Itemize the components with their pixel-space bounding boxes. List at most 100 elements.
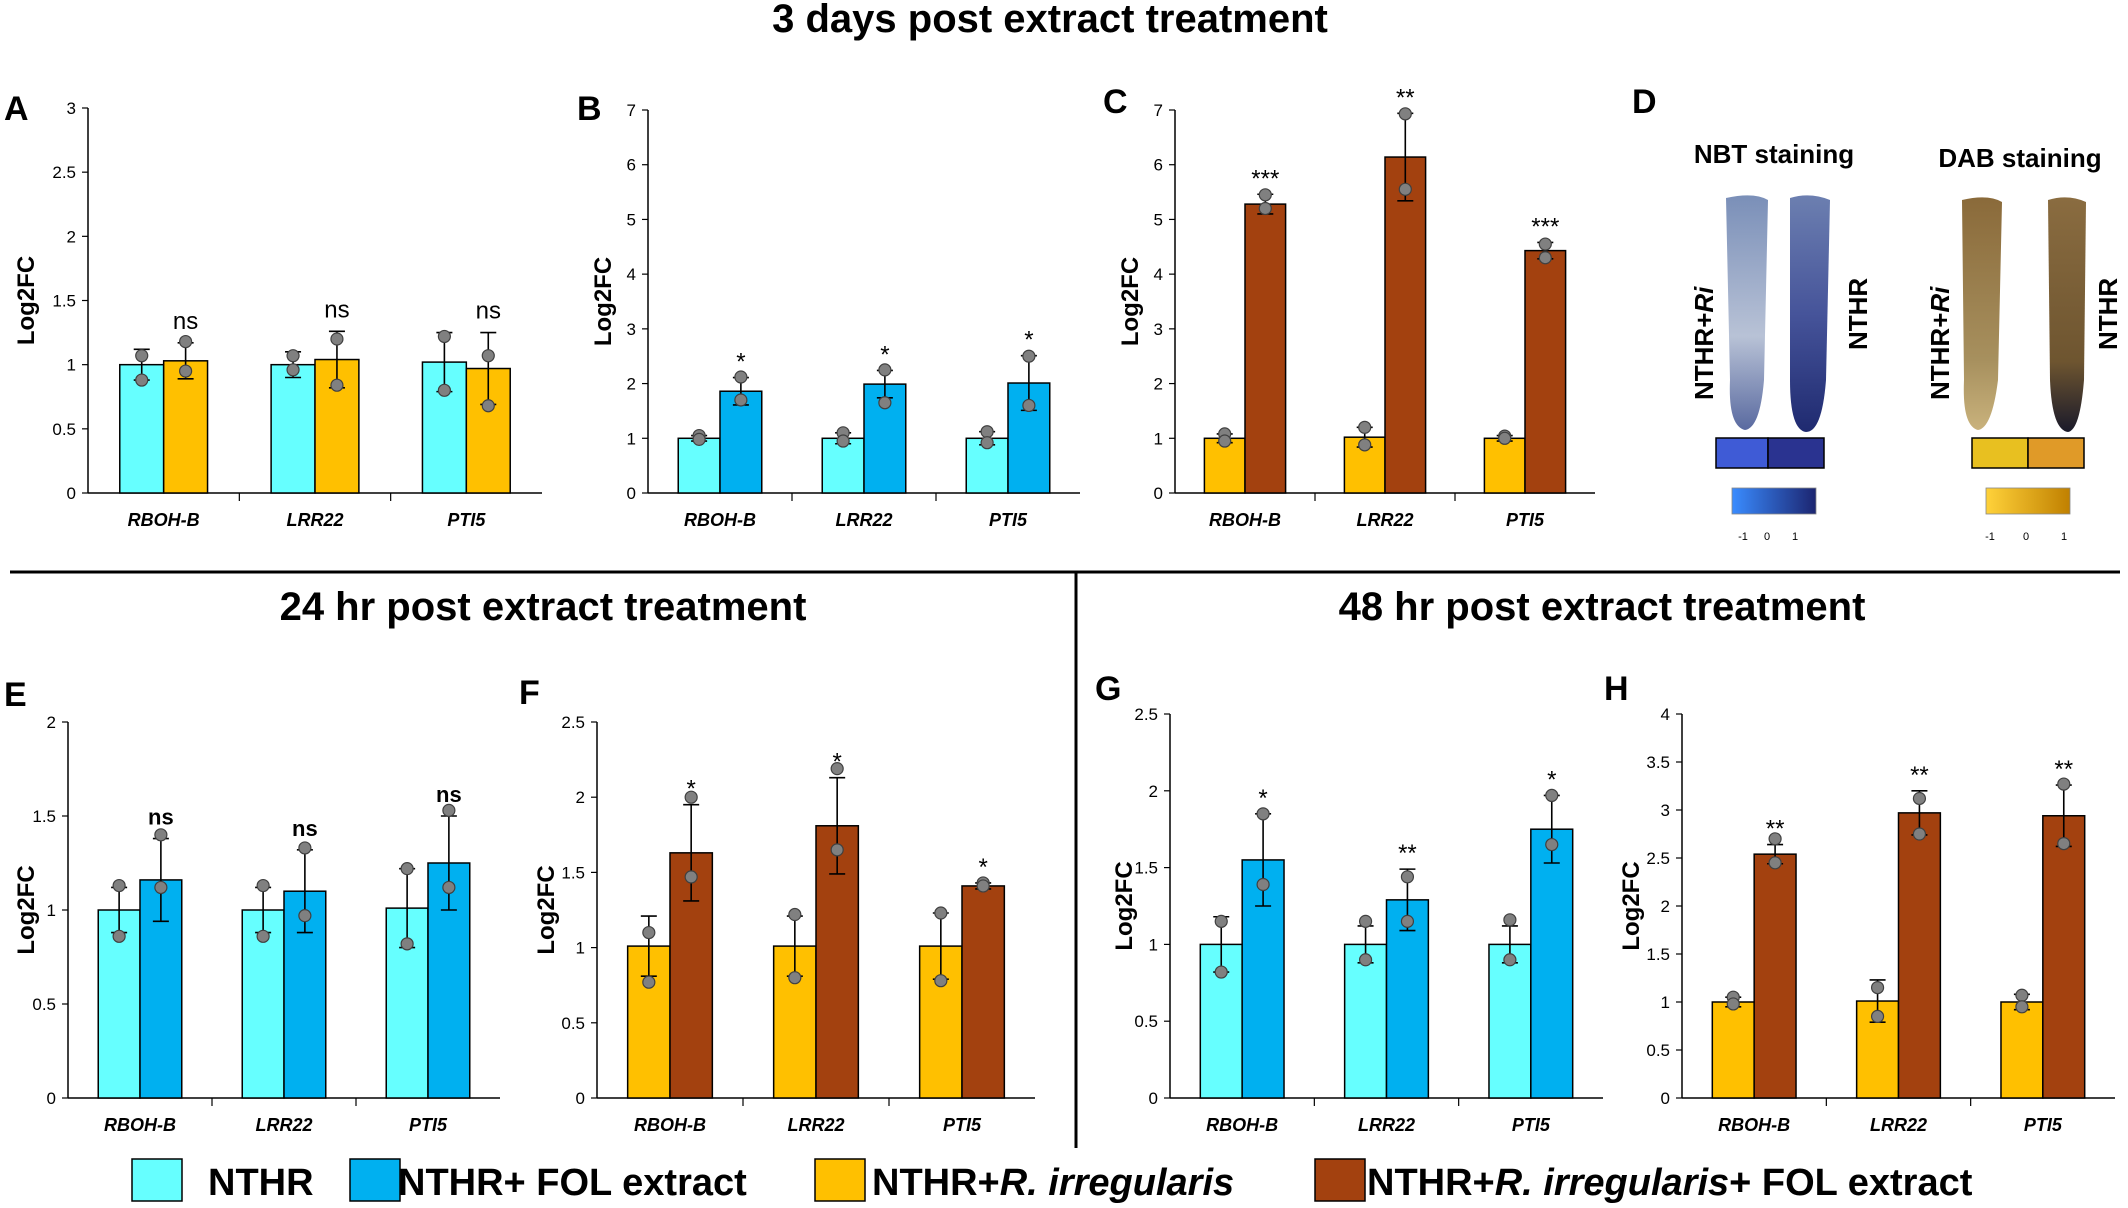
bar: [2042, 815, 2086, 1099]
section-title-48hr: 48 hr post extract treatment: [1339, 585, 1866, 629]
chart-panel-g: G Log2FC 0 0.5 1 1.5 2 2.5 RBOH-B * LRR22 ** PTI5 *: [1095, 670, 1603, 1135]
category-label: RBOH-B: [1718, 1115, 1790, 1135]
data-point: [980, 436, 994, 450]
data-point: [481, 399, 495, 413]
data-point: [1912, 827, 1927, 841]
data-point: [2057, 836, 2071, 851]
chart-panel-b: B Log2FC 0 1 2 3 4 5 6 7 RBOH-B * LRR22 * PTI5 *: [577, 90, 1080, 530]
significance-label: ns: [148, 805, 174, 830]
significance-label: *: [978, 854, 987, 881]
category-label: RBOH-B: [1209, 510, 1281, 530]
bar: [1483, 437, 1526, 494]
significance-label: *: [686, 776, 695, 803]
chart-panel-h: H Log2FC 0 0.5 1 1.5 2 2.5 3 3.5 4 RBOH-B ** LRR22 ** P…: [1604, 670, 2115, 1135]
bar: [719, 390, 763, 494]
data-point: [2015, 1000, 2029, 1014]
category-label: PTI5: [447, 510, 486, 530]
y-tick-label: 1.5: [32, 807, 56, 826]
dab-root-control: [2048, 197, 2086, 432]
y-tick-label: 2: [47, 713, 56, 732]
data-point: [442, 880, 456, 895]
bar: [1343, 943, 1388, 1099]
category-label: PTI5: [409, 1115, 448, 1135]
y-tick-label: 2: [576, 788, 585, 807]
data-point: [642, 925, 656, 940]
data-point: [442, 803, 456, 817]
y-tick-label: 1: [1149, 935, 1158, 954]
y-axis-label: Log2FC: [1111, 861, 1138, 950]
data-point: [836, 434, 850, 448]
legend-swatch: [1314, 1158, 1366, 1202]
data-point: [179, 334, 193, 349]
dab-root-treated: [1962, 197, 2002, 430]
data-point: [1258, 201, 1272, 216]
dab-scale-tick-zero: 0: [2023, 531, 2029, 543]
panel-letter: C: [1103, 83, 1128, 121]
y-tick-label: 1.5: [52, 292, 76, 311]
legend-swatch: [349, 1158, 401, 1202]
category-label: LRR22: [1358, 1115, 1415, 1135]
data-point: [1022, 398, 1036, 413]
category-label: PTI5: [943, 1115, 982, 1135]
data-point: [1258, 188, 1272, 202]
data-point: [1768, 856, 1782, 870]
nbt-label-treated: NTHR+Ri: [1689, 286, 1719, 400]
data-point: [684, 790, 698, 804]
dab-scale-tick-neg: -1: [1985, 531, 1995, 543]
bar: [1244, 203, 1287, 494]
y-tick-label: 0: [67, 484, 76, 503]
y-tick-label: 0: [576, 1089, 585, 1108]
significance-label: ns: [173, 308, 198, 335]
y-axis-label: Log2FC: [533, 865, 560, 954]
y-tick-label: 2: [1154, 375, 1163, 394]
nbt-color-scale: [1731, 487, 1817, 515]
y-tick-label: 1: [627, 429, 636, 448]
y-tick-label: 5: [627, 210, 636, 229]
y-tick-label: 2: [627, 375, 636, 394]
staining-panel: D NBT staining DAB staining NTHR+Ri NTHR…: [1632, 83, 2123, 543]
data-point: [1912, 791, 1927, 806]
y-tick-label: 1: [47, 901, 56, 920]
data-point: [1870, 1009, 1885, 1024]
significance-label: *: [1024, 327, 1033, 354]
category-label: LRR22: [835, 510, 892, 530]
bar: [1753, 853, 1797, 1099]
bar: [1897, 812, 1942, 1099]
data-point: [1398, 182, 1412, 196]
data-point: [112, 929, 126, 943]
y-tick-label: 0.5: [561, 1014, 585, 1033]
data-point: [298, 909, 312, 923]
nbt-label-control: NTHR: [1843, 278, 1873, 350]
bar: [1530, 828, 1574, 1099]
y-tick-label: 2: [1149, 782, 1158, 801]
data-point: [788, 971, 802, 985]
data-point: [330, 332, 344, 346]
data-point: [400, 937, 414, 951]
bar: [1384, 156, 1427, 494]
y-tick-label: 3: [67, 99, 76, 118]
y-tick-label: 2.5: [1646, 849, 1670, 868]
data-point: [179, 364, 193, 378]
dab-swatch-treated: [1971, 437, 2029, 469]
panel-letter: H: [1604, 670, 1629, 708]
nbt-swatch-treated: [1715, 437, 1769, 469]
dab-label-control: NTHR: [2093, 278, 2123, 350]
nbt-swatch-control: [1767, 437, 1825, 469]
y-tick-label: 6: [1154, 156, 1163, 175]
y-tick-label: 0: [1154, 484, 1163, 503]
y-tick-label: 0: [1149, 1089, 1158, 1108]
dab-scale-tick-pos: 1: [2061, 531, 2067, 543]
panel-letter: B: [577, 90, 602, 128]
data-point: [256, 878, 270, 893]
data-point: [1358, 438, 1372, 452]
data-point: [437, 383, 451, 397]
data-point: [1398, 107, 1412, 121]
y-tick-label: 1.5: [1134, 859, 1158, 878]
panel-letter: A: [4, 90, 29, 128]
y-tick-label: 4: [1154, 265, 1163, 284]
y-tick-label: 7: [627, 101, 636, 120]
category-label: RBOH-B: [1206, 1115, 1278, 1135]
significance-label: *: [1547, 766, 1556, 793]
nbt-root-control: [1790, 195, 1830, 432]
data-point: [1545, 788, 1559, 803]
